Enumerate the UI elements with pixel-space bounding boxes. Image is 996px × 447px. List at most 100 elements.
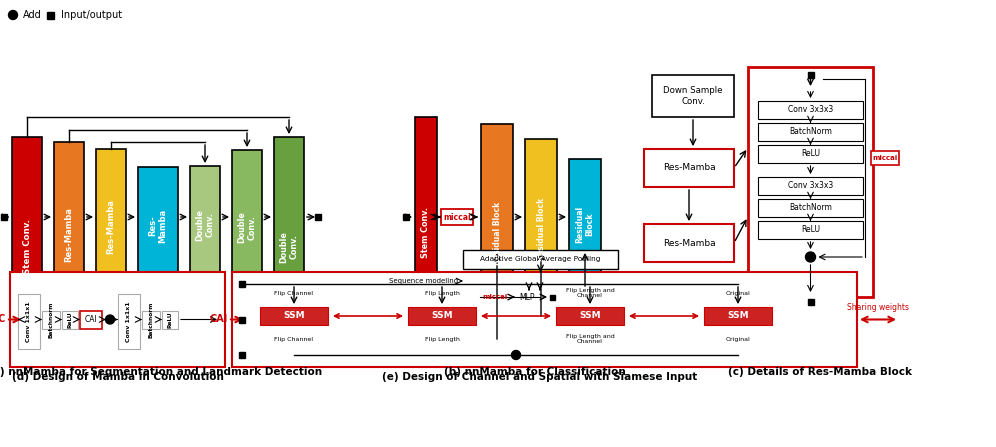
Bar bbox=[12, 137, 42, 357]
Text: (b) nnMamba for Classification: (b) nnMamba for Classification bbox=[444, 367, 625, 377]
Circle shape bbox=[512, 350, 521, 359]
Text: MIC: MIC bbox=[0, 315, 6, 325]
Bar bbox=[142, 311, 160, 329]
Text: miccai: miccai bbox=[482, 294, 508, 300]
Bar bbox=[758, 177, 863, 195]
Bar bbox=[80, 311, 102, 329]
Text: Res-Mamba: Res-Mamba bbox=[107, 199, 116, 254]
Bar bbox=[644, 224, 734, 262]
Bar bbox=[758, 199, 863, 217]
Bar bbox=[481, 124, 513, 342]
Circle shape bbox=[106, 315, 115, 324]
Text: Conv 3x3x3: Conv 3x3x3 bbox=[788, 105, 833, 114]
Bar bbox=[441, 209, 473, 225]
Bar bbox=[758, 221, 863, 239]
Bar bbox=[190, 166, 220, 284]
Text: Flip Length and
Channel: Flip Length and Channel bbox=[566, 287, 615, 299]
Text: ReLU: ReLU bbox=[801, 149, 820, 159]
Text: Sharing weights: Sharing weights bbox=[847, 303, 909, 312]
Text: Double
Conv.: Double Conv. bbox=[195, 209, 215, 241]
Text: Res-Mamba: Res-Mamba bbox=[65, 207, 74, 262]
Text: Residual
Block: Residual Block bbox=[576, 206, 595, 243]
Bar bbox=[1, 214, 7, 220]
Bar bbox=[239, 352, 245, 358]
Text: Add: Add bbox=[23, 10, 42, 20]
Bar bbox=[507, 275, 529, 287]
Bar bbox=[239, 316, 245, 322]
Text: Res-Mamba: Res-Mamba bbox=[662, 164, 715, 173]
Text: Residual Block: Residual Block bbox=[537, 198, 546, 261]
Text: Conv 1x1x1: Conv 1x1x1 bbox=[126, 301, 131, 342]
Text: (e) Design of Channel and Spatial with Siamese Input: (e) Design of Channel and Spatial with S… bbox=[382, 372, 697, 382]
Text: Original: Original bbox=[726, 337, 750, 342]
Bar bbox=[47, 12, 54, 18]
Bar bbox=[485, 275, 507, 287]
Text: SSM: SSM bbox=[283, 312, 305, 320]
Text: Double
Conv.: Double Conv. bbox=[279, 231, 299, 263]
Bar bbox=[315, 214, 321, 220]
Bar bbox=[550, 295, 555, 299]
Bar bbox=[42, 311, 60, 329]
Bar bbox=[232, 150, 262, 305]
Bar bbox=[573, 275, 595, 287]
Text: Res-
Mamba: Res- Mamba bbox=[148, 209, 167, 243]
Text: Flip Length: Flip Length bbox=[424, 337, 459, 342]
Circle shape bbox=[806, 252, 816, 262]
Bar bbox=[595, 275, 617, 287]
Bar bbox=[529, 275, 551, 287]
Text: miccai: miccai bbox=[443, 212, 471, 222]
Text: Original: Original bbox=[726, 291, 750, 295]
Bar bbox=[10, 272, 225, 367]
Text: Stem Conv.: Stem Conv. bbox=[421, 207, 430, 257]
Bar bbox=[274, 137, 304, 357]
Bar bbox=[408, 307, 476, 325]
Text: Residual Block: Residual Block bbox=[492, 202, 502, 265]
Text: ReLU: ReLU bbox=[801, 225, 820, 235]
Bar bbox=[758, 145, 863, 163]
Text: Batchnorm: Batchnorm bbox=[49, 301, 54, 337]
Bar bbox=[551, 275, 573, 287]
Bar bbox=[556, 307, 624, 325]
Text: SSM: SSM bbox=[431, 312, 453, 320]
Text: (d) Design of Mamba in Convolution: (d) Design of Mamba in Convolution bbox=[12, 372, 223, 382]
Text: ReLU: ReLU bbox=[68, 311, 73, 328]
Bar bbox=[118, 294, 140, 349]
Bar bbox=[652, 75, 734, 117]
Bar bbox=[138, 167, 178, 285]
Text: BatchNorm: BatchNorm bbox=[789, 203, 832, 212]
Bar bbox=[748, 67, 873, 297]
Text: (c) Details of Res-Mamba Block: (c) Details of Res-Mamba Block bbox=[728, 367, 912, 377]
Bar bbox=[758, 123, 863, 141]
Text: Sequence modeling: Sequence modeling bbox=[388, 278, 458, 284]
Text: (a) nnMamba for Segmentation and Landmark Detection: (a) nnMamba for Segmentation and Landmar… bbox=[0, 367, 322, 377]
Bar bbox=[525, 139, 557, 319]
Bar bbox=[644, 149, 734, 187]
Bar bbox=[569, 159, 601, 289]
Bar bbox=[463, 250, 618, 269]
Text: Batchnorm: Batchnorm bbox=[148, 301, 153, 337]
Text: Flip Length: Flip Length bbox=[424, 291, 459, 295]
Bar bbox=[480, 290, 510, 304]
Bar bbox=[871, 151, 899, 165]
Bar bbox=[96, 149, 126, 304]
Bar bbox=[239, 281, 245, 287]
Text: Conv 3x3x3: Conv 3x3x3 bbox=[788, 181, 833, 190]
Text: SSM: SSM bbox=[580, 312, 601, 320]
Bar bbox=[415, 117, 437, 347]
Text: Input/output: Input/output bbox=[61, 10, 123, 20]
Bar bbox=[403, 214, 409, 220]
Text: Down Sample
Conv.: Down Sample Conv. bbox=[663, 86, 723, 105]
Text: SSM: SSM bbox=[727, 312, 749, 320]
Text: miccai: miccai bbox=[872, 155, 897, 161]
Bar bbox=[808, 299, 814, 305]
Text: Flip Length and
Channel: Flip Length and Channel bbox=[566, 333, 615, 344]
Bar bbox=[808, 72, 814, 78]
Text: BatchNorm: BatchNorm bbox=[789, 127, 832, 136]
Text: Stem Conv.: Stem Conv. bbox=[23, 219, 32, 274]
Text: Res-Mamba: Res-Mamba bbox=[662, 239, 715, 248]
Text: Flip Channel: Flip Channel bbox=[275, 291, 314, 295]
Text: Double
Conv.: Double Conv. bbox=[237, 211, 257, 244]
Circle shape bbox=[9, 10, 18, 20]
Bar bbox=[162, 311, 178, 329]
Bar bbox=[758, 101, 863, 119]
